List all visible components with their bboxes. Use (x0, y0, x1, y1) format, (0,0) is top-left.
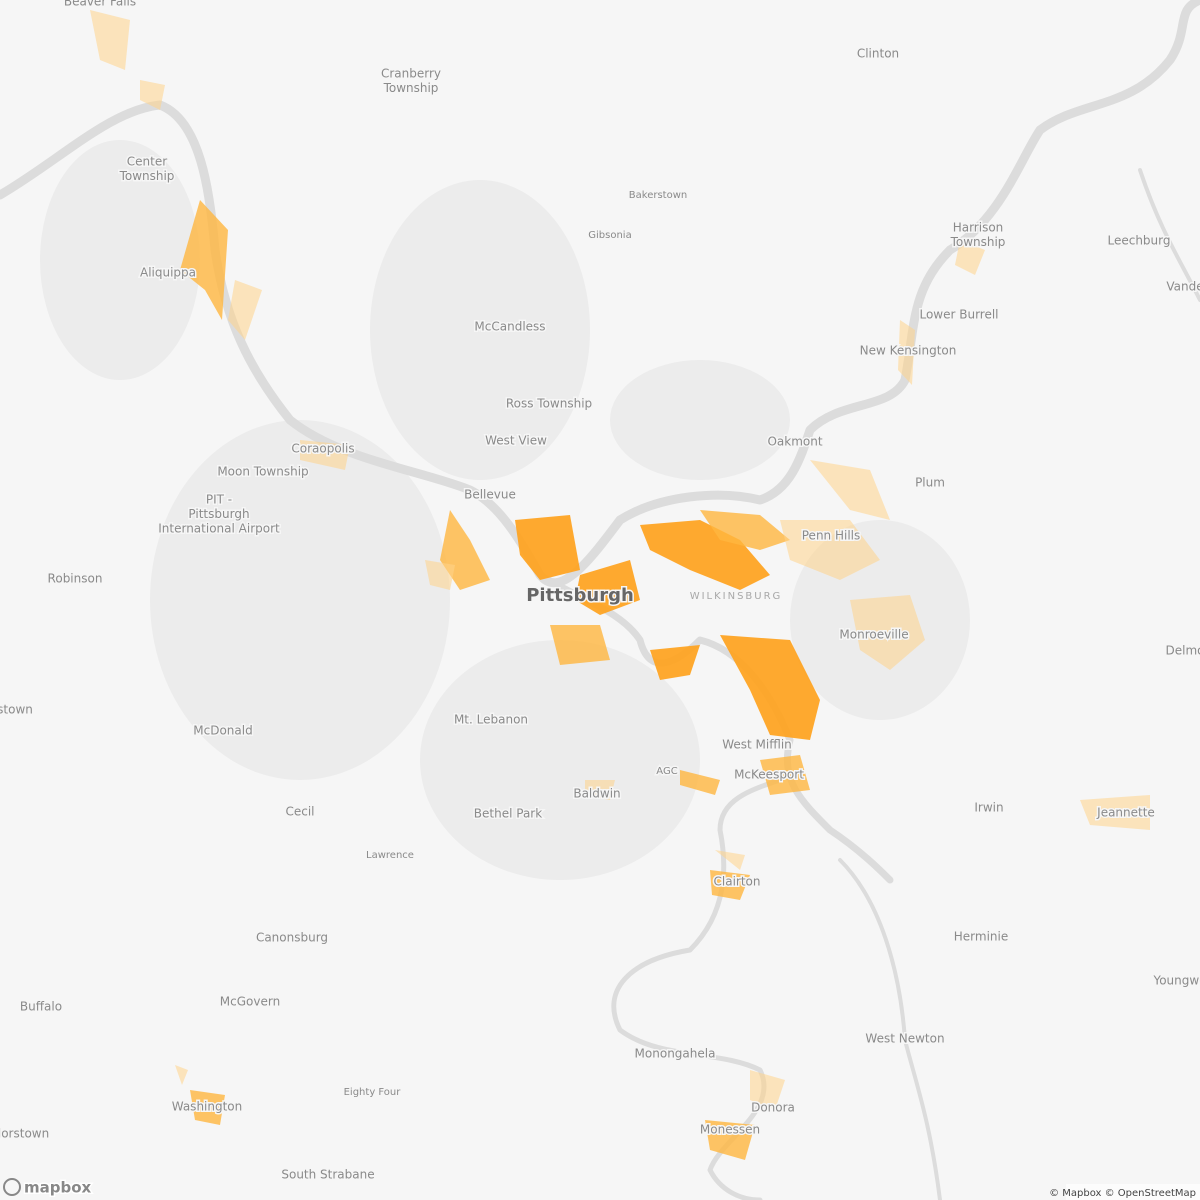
place-label: Bethel Park (474, 807, 542, 821)
density-areas (90, 10, 1150, 1160)
place-label: West Mifflin (722, 738, 792, 752)
place-label: McDonald (193, 724, 252, 738)
place-label: Lawrence (366, 850, 414, 861)
place-label: Youngwo (1152, 974, 1200, 988)
place-label: Pittsburgh (526, 585, 634, 606)
place-label: Aliquippa (140, 266, 196, 280)
place-label: Leechburg (1107, 234, 1170, 248)
place-label: Eighty Four (344, 1087, 402, 1098)
mapbox-logo: mapbox (3, 1177, 93, 1198)
place-label: South Strabane (281, 1168, 374, 1182)
place-label: McGovern (220, 995, 280, 1009)
place-label: Township (119, 169, 175, 183)
place-label: ylorstown (0, 1127, 49, 1141)
place-label: Canonsburg (256, 931, 328, 945)
place-label: West Newton (865, 1032, 944, 1046)
place-label: AGC (656, 766, 677, 777)
place-label: Cecil (285, 805, 314, 819)
place-label: Bellevue (464, 488, 516, 502)
place-label: Penn Hills (802, 529, 861, 543)
attribution[interactable]: © Mapbox © OpenStreetMap (1049, 1188, 1196, 1199)
place-label: Gibsonia (588, 230, 631, 241)
place-label: McKeesport (734, 768, 804, 782)
place-label: Moon Township (217, 465, 308, 479)
place-label: Monongahela (635, 1047, 716, 1061)
place-label: West View (485, 434, 547, 448)
place-label: Baldwin (573, 787, 620, 801)
place-label: Monessen (700, 1123, 760, 1137)
place-label: Jeannette (1096, 806, 1155, 820)
place-label: PIT - (206, 493, 232, 507)
place-label: Beaver Falls (64, 0, 136, 9)
place-label: Clairton (714, 875, 761, 889)
place-label: Mt. Lebanon (454, 713, 528, 727)
place-label: Herminie (954, 930, 1008, 944)
attribution-bg (1066, 1184, 1200, 1200)
place-label: Coraopolis (291, 442, 354, 456)
place-label: WILKINSBURG (690, 591, 783, 602)
place-label: Irwin (974, 801, 1003, 815)
place-label: Delmo (1166, 644, 1200, 658)
place-label: Monroeville (839, 628, 908, 642)
place-label: Township (950, 235, 1006, 249)
place-label: New Kensington (860, 344, 957, 358)
place-label: Robinson (48, 572, 103, 586)
place-label: Bakerstown (629, 190, 687, 201)
place-label: Pittsburgh (188, 507, 249, 521)
place-label: Ross Township (506, 397, 592, 411)
place-label: Oakmont (767, 435, 822, 449)
place-label: McCandless (474, 320, 545, 334)
place-label: Township (383, 81, 439, 95)
place-label: Harrison (953, 221, 1004, 235)
logo-text: mapbox (24, 1179, 92, 1197)
terrain (40, 140, 970, 880)
place-label: Lower Burrell (919, 308, 998, 322)
place-label: Vande (1166, 280, 1200, 294)
place-label: Donora (751, 1101, 795, 1115)
place-label: Washington (172, 1100, 243, 1114)
place-label: Clinton (857, 47, 899, 61)
place-label: International Airport (158, 522, 280, 536)
place-label: Buffalo (20, 1000, 62, 1014)
place-label: Cranberry (381, 67, 441, 81)
logo-icon (3, 1178, 21, 1196)
place-label: stown (0, 703, 33, 717)
place-label: Center (127, 155, 167, 169)
place-label: Plum (915, 476, 945, 490)
